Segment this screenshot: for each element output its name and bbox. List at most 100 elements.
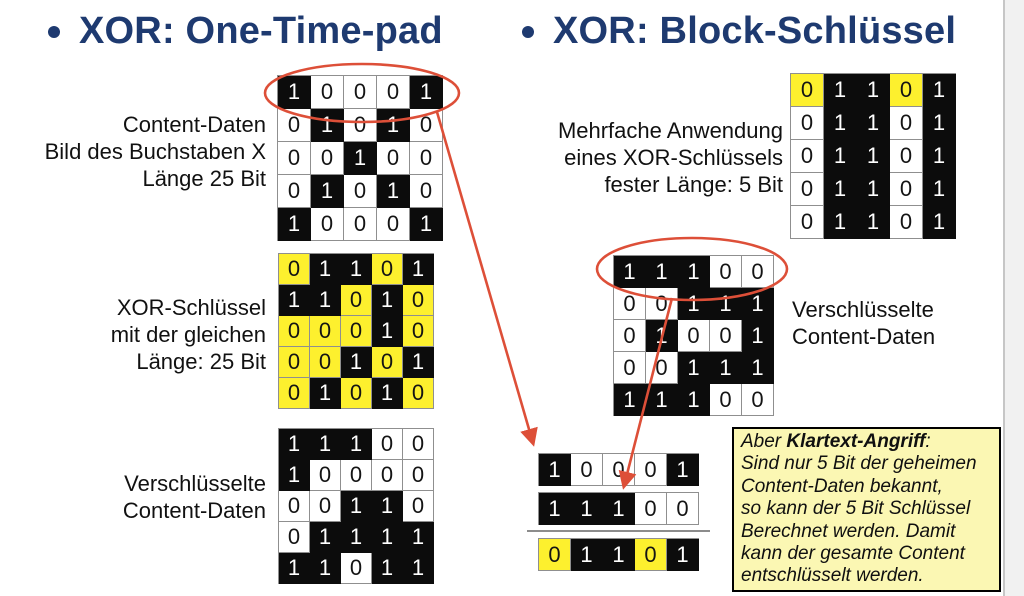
- bit-cell: 1: [571, 493, 603, 525]
- label-content-daten: Content-Daten Bild des Buchstaben X Länge …: [8, 111, 266, 192]
- label-xor-schluessel: XOR-Schlüssel mit der gleichen Länge: 25 B…: [8, 294, 266, 375]
- note-line: kann der gesamte Content: [741, 543, 965, 565]
- bit-cell: 1: [857, 173, 890, 206]
- bit-cell: 1: [403, 522, 434, 553]
- bit-cell: 0: [279, 491, 310, 522]
- heading-one-time-pad-text: XOR: One-Time-pad: [79, 10, 443, 52]
- bit-cell: 0: [635, 493, 667, 525]
- label-line: XOR-Schlüssel: [116, 295, 266, 320]
- bit-cell: 1: [646, 320, 678, 352]
- label-line: Content-Daten: [792, 324, 936, 349]
- bit-cell: 0: [635, 539, 667, 571]
- bit-cell: 0: [890, 74, 923, 107]
- xor-result-divider: [527, 530, 710, 532]
- label-mehrfache-anwendung: Mehrfache Anwendung eines XOR-Schlüssels f…: [511, 117, 783, 198]
- bit-cell: 1: [311, 175, 344, 208]
- bit-cell: 1: [344, 142, 377, 175]
- bit-cell: 1: [923, 107, 956, 140]
- bit-cell: 0: [344, 76, 377, 109]
- viewer-edge-strip: [1005, 0, 1024, 596]
- note-line: entschlüsselt werden.: [741, 565, 924, 587]
- bit-cell: 0: [279, 347, 310, 378]
- bit-cell: 1: [372, 491, 403, 522]
- bit-cell: 1: [646, 256, 678, 288]
- bit-cell: 0: [890, 140, 923, 173]
- bit-cell: 1: [824, 140, 857, 173]
- bit-cell: 0: [377, 208, 410, 241]
- bit-cell: 1: [667, 454, 699, 486]
- label-line: Verschlüsselte: [124, 471, 266, 496]
- bit-cell: 1: [403, 347, 434, 378]
- bit-cell: 1: [710, 352, 742, 384]
- bit-cell: 0: [603, 454, 635, 486]
- bit-cell: 1: [310, 378, 341, 409]
- bit-cell: 0: [614, 288, 646, 320]
- bit-cell: 0: [791, 74, 824, 107]
- bit-cell: 1: [410, 76, 443, 109]
- bit-cell: 0: [646, 352, 678, 384]
- bit-cell: 1: [377, 175, 410, 208]
- bit-cell: 1: [410, 208, 443, 241]
- bit-cell: 1: [857, 206, 890, 239]
- bit-cell: 0: [278, 175, 311, 208]
- bit-cell: 0: [377, 76, 410, 109]
- label-line: Content-Daten: [122, 112, 266, 137]
- bit-cell: 1: [341, 491, 372, 522]
- bit-cell: 0: [279, 378, 310, 409]
- label-line: Mehrfache Anwendung: [557, 118, 783, 143]
- bit-cell: 0: [372, 254, 403, 285]
- heading-block-schluessel-text: XOR: Block-Schlüssel: [553, 10, 957, 52]
- bit-cell: 0: [372, 429, 403, 460]
- bit-cell: 1: [341, 347, 372, 378]
- bit-cell: 0: [403, 460, 434, 491]
- bit-cell: 0: [279, 254, 310, 285]
- bit-cell: 1: [279, 429, 310, 460]
- bit-cell: 0: [403, 285, 434, 316]
- bit-cell: 0: [890, 107, 923, 140]
- bit-cell: 1: [310, 254, 341, 285]
- bit-cell: 0: [372, 347, 403, 378]
- bit-cell: 1: [372, 378, 403, 409]
- bit-cell: 1: [678, 384, 710, 416]
- bit-cell: 0: [310, 460, 341, 491]
- heading-block-schluessel: XOR: Block-Schlüssel: [522, 10, 956, 53]
- bit-cell: 0: [341, 553, 372, 584]
- bit-cell: 0: [403, 491, 434, 522]
- bit-cell: 0: [403, 316, 434, 347]
- note-line: Content-Daten bekannt,: [741, 475, 943, 497]
- bit-cell: 1: [372, 316, 403, 347]
- bit-cell: 0: [279, 522, 310, 553]
- bit-cell: 1: [279, 553, 310, 584]
- bit-cell: 0: [410, 142, 443, 175]
- bit-cell: 1: [341, 522, 372, 553]
- bit-cell: 1: [824, 74, 857, 107]
- bit-cell: 1: [678, 288, 710, 320]
- note-line: Sind nur 5 Bit der geheimen: [741, 453, 977, 475]
- label-verschluesselte-left: Verschlüsselte Content-Daten: [8, 470, 266, 524]
- bit-cell: 1: [923, 140, 956, 173]
- bit-cell: 1: [824, 107, 857, 140]
- bit-cell: 0: [791, 140, 824, 173]
- klartext-angriff-note: Aber Klartext-Angriff: Sind nur 5 Bit der…: [732, 427, 1001, 592]
- bit-cell: 0: [710, 320, 742, 352]
- bit-cell: 0: [614, 352, 646, 384]
- bit-cell: 1: [824, 173, 857, 206]
- bit-cell: 0: [344, 175, 377, 208]
- bit-cell: 0: [742, 384, 774, 416]
- bit-cell: 1: [614, 256, 646, 288]
- bit-cell: 0: [403, 429, 434, 460]
- bit-cell: 0: [791, 107, 824, 140]
- bit-cell: 0: [403, 378, 434, 409]
- bit-cell: 1: [742, 352, 774, 384]
- label-verschluesselte-right: Verschlüsselte Content-Daten: [792, 296, 997, 350]
- bit-cell: 0: [279, 316, 310, 347]
- bit-cell: 1: [279, 460, 310, 491]
- bit-cell: 0: [278, 109, 311, 142]
- bit-cell: 1: [372, 522, 403, 553]
- bit-cell: 1: [377, 109, 410, 142]
- bit-cell: 0: [341, 460, 372, 491]
